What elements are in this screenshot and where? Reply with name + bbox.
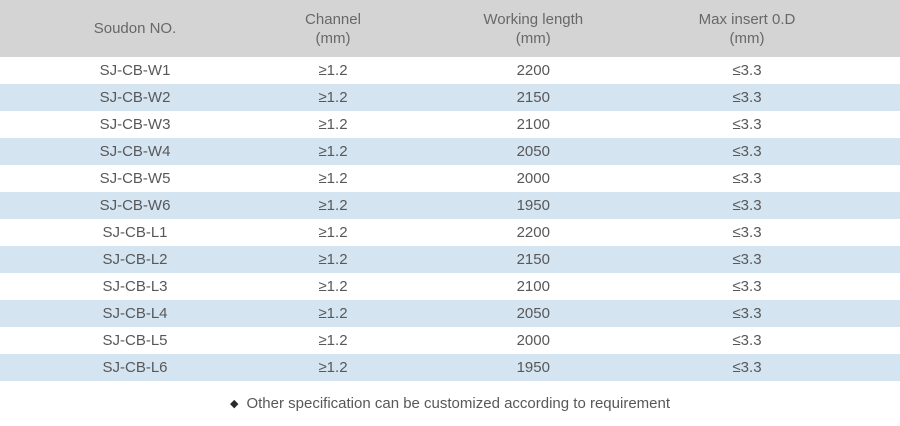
table-cell-filler: [823, 57, 900, 84]
table-row: SJ-CB-L5 ≥1.2 2000 ≤3.3: [0, 327, 900, 354]
table-cell: 2050: [396, 138, 671, 165]
table-cell-filler: [823, 300, 900, 327]
table-cell: ≤3.3: [670, 327, 824, 354]
table-cell: 2150: [396, 84, 671, 111]
column-header-1: Soudon NO.: [0, 0, 270, 57]
column-unit: (mm): [729, 29, 765, 47]
column-unit: (mm): [515, 29, 551, 47]
footer-note-text: Other specification can be customized ac…: [246, 395, 671, 412]
table-cell: ≥1.2: [270, 219, 396, 246]
table-cell-filler: [823, 246, 900, 273]
column-label: Soudon NO.: [93, 20, 177, 37]
table-cell: ≤3.3: [670, 57, 824, 84]
table-cell: SJ-CB-W5: [0, 165, 270, 192]
table-cell: ≥1.2: [270, 138, 396, 165]
table-cell: ≤3.3: [670, 192, 824, 219]
table-body: SJ-CB-W1 ≥1.2 2200 ≤3.3 SJ-CB-W2 ≥1.2 2150 ≤3.3…: [0, 57, 900, 381]
table-cell: SJ-CB-L3: [0, 273, 270, 300]
table-cell: ≥1.2: [270, 165, 396, 192]
table-cell: 2100: [396, 273, 671, 300]
table-cell-filler: [823, 138, 900, 165]
table-cell: ≤3.3: [670, 300, 824, 327]
table-cell-filler: [823, 165, 900, 192]
table-cell-filler: [823, 192, 900, 219]
table-cell: ≤3.3: [670, 354, 824, 381]
column-header-filler: [823, 0, 900, 57]
table-row: SJ-CB-W1 ≥1.2 2200 ≤3.3: [0, 57, 900, 84]
table-cell: ≥1.2: [270, 354, 396, 381]
table-row: SJ-CB-W5 ≥1.2 2000 ≤3.3: [0, 165, 900, 192]
table-cell-filler: [823, 84, 900, 111]
column-label: Channel: [305, 10, 361, 28]
table-cell: SJ-CB-L1: [0, 219, 270, 246]
table-cell: 2000: [396, 165, 671, 192]
table-cell: ≥1.2: [270, 111, 396, 138]
table-cell-filler: [823, 327, 900, 354]
table-cell: ≥1.2: [270, 300, 396, 327]
table-row: SJ-CB-L4 ≥1.2 2050 ≤3.3: [0, 300, 900, 327]
table-cell: ≥1.2: [270, 273, 396, 300]
table-cell: ≤3.3: [670, 111, 824, 138]
column-unit: (mm): [315, 29, 351, 47]
table-cell-filler: [823, 273, 900, 300]
column-label: Max insert 0.D: [698, 10, 796, 28]
table-cell: ≥1.2: [270, 246, 396, 273]
table-cell: 2150: [396, 246, 671, 273]
column-header-3: Working length (mm): [396, 0, 671, 57]
table-cell: SJ-CB-L2: [0, 246, 270, 273]
table-cell: ≤3.3: [670, 165, 824, 192]
table-cell: 1950: [396, 354, 671, 381]
table-cell: SJ-CB-W2: [0, 84, 270, 111]
column-label: Working length: [483, 10, 584, 28]
table-cell: SJ-CB-L6: [0, 354, 270, 381]
spec-table: Soudon NO. Channel (mm) Working length (mm) M…: [0, 0, 900, 381]
table-cell: 1950: [396, 192, 671, 219]
table-cell: ≤3.3: [670, 246, 824, 273]
table-row: SJ-CB-L1 ≥1.2 2200 ≤3.3: [0, 219, 900, 246]
diamond-bullet-icon: ◆: [229, 398, 239, 410]
table-cell: ≥1.2: [270, 327, 396, 354]
table-cell: SJ-CB-W6: [0, 192, 270, 219]
table-cell: SJ-CB-L5: [0, 327, 270, 354]
column-header-2: Channel (mm): [270, 0, 396, 57]
table-cell: ≤3.3: [670, 273, 824, 300]
table-row: SJ-CB-L2 ≥1.2 2150 ≤3.3: [0, 246, 900, 273]
table-row: SJ-CB-W4 ≥1.2 2050 ≤3.3: [0, 138, 900, 165]
table-row: SJ-CB-L3 ≥1.2 2100 ≤3.3: [0, 273, 900, 300]
footer-note: ◆ Other specification can be customized a…: [0, 394, 900, 414]
table-row: SJ-CB-W6 ≥1.2 1950 ≤3.3: [0, 192, 900, 219]
table-header: Soudon NO. Channel (mm) Working length (mm) M…: [0, 0, 900, 57]
table-cell: 2000: [396, 327, 671, 354]
table-cell: ≥1.2: [270, 192, 396, 219]
table-cell-filler: [823, 219, 900, 246]
table-cell: SJ-CB-W1: [0, 57, 270, 84]
table-cell: 2100: [396, 111, 671, 138]
table-cell: ≥1.2: [270, 84, 396, 111]
table-cell: ≤3.3: [670, 219, 824, 246]
table-cell: ≤3.3: [670, 138, 824, 165]
table-row: SJ-CB-W2 ≥1.2 2150 ≤3.3: [0, 84, 900, 111]
table-cell: SJ-CB-L4: [0, 300, 270, 327]
column-header-4: Max insert 0.D (mm): [670, 0, 824, 57]
table-row: SJ-CB-W3 ≥1.2 2100 ≤3.3: [0, 111, 900, 138]
table-cell-filler: [823, 111, 900, 138]
table-cell: SJ-CB-W3: [0, 111, 270, 138]
table-row: SJ-CB-L6 ≥1.2 1950 ≤3.3: [0, 354, 900, 381]
table-cell: ≥1.2: [270, 57, 396, 84]
table-cell: ≤3.3: [670, 84, 824, 111]
table-cell: SJ-CB-W4: [0, 138, 270, 165]
table-header-row: Soudon NO. Channel (mm) Working length (mm) M…: [0, 0, 900, 57]
table-cell: 2200: [396, 219, 671, 246]
table-cell-filler: [823, 354, 900, 381]
table-cell: 2050: [396, 300, 671, 327]
table-cell: 2200: [396, 57, 671, 84]
